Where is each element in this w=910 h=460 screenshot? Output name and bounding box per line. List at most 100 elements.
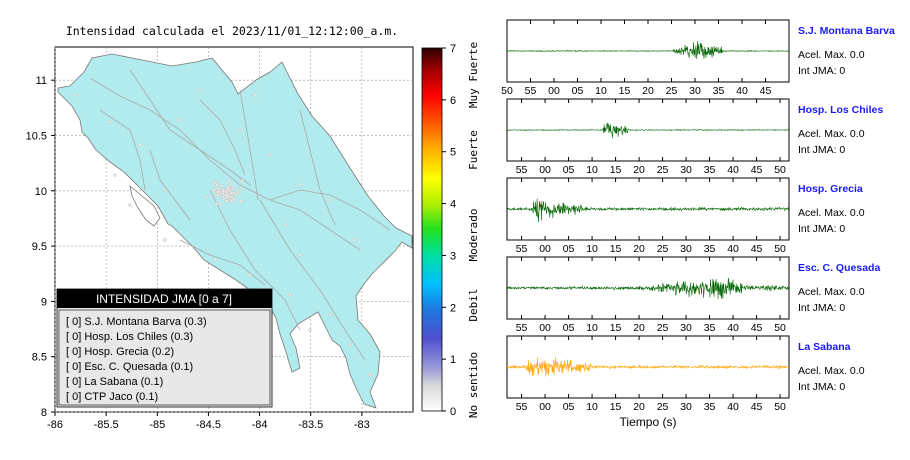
station-dot: [348, 343, 352, 347]
station-dot: [308, 328, 312, 332]
road-line: [259, 199, 366, 361]
waveform-tick-label: 55: [516, 243, 528, 255]
station-dot: [231, 191, 236, 195]
station-dots: [73, 88, 372, 377]
waveform-tick-label: 50: [774, 401, 786, 413]
time-axis-label: Tiempo (s): [620, 415, 677, 429]
waveform-tick-label: 25: [657, 322, 669, 334]
station-dot: [163, 188, 167, 192]
colorbar-tick-label: 0: [450, 406, 456, 418]
waveform-panels: 50 55 00 05 10 15 20 25 30 35 40 45 S.J. Montana Bar…: [501, 19, 895, 429]
waveform-trace: [506, 40, 789, 59]
station-dot: [228, 182, 232, 187]
waveform-tick-label: 40: [736, 85, 748, 97]
station-dot: [353, 238, 357, 242]
station-dot: [298, 253, 302, 257]
station-dot: [221, 196, 226, 201]
map-y-tick-label: 10: [35, 186, 47, 198]
waveform-tick-label: 00: [539, 164, 551, 176]
legend-title-bar: [57, 289, 272, 308]
int-jma-label: Int JMA: 0: [798, 381, 845, 393]
waveform-tick-label: 40: [727, 243, 739, 255]
station-dot: [212, 188, 217, 192]
waveform-tick-label: 55: [525, 85, 537, 97]
station-dot: [128, 203, 132, 207]
map-x-tick-label: -85.5: [94, 419, 119, 431]
map-y-ticks: 8 8.5 9 9.5 10 10.5 11: [26, 75, 55, 419]
waveform-tick-label: 05: [563, 322, 575, 334]
waveform-tick-label: 55: [516, 401, 528, 413]
legend-title: INTENSIDAD JMA [0 a 7]: [96, 292, 232, 306]
waveform-tick-label: 20: [633, 322, 645, 334]
station-name: S.J. Montana Barva: [798, 25, 895, 37]
nicoya-gulf: [129, 184, 161, 227]
legend-item: [ 0] Hosp. Los Chiles (0.3): [66, 331, 193, 343]
legend-items: [ 0] S.J. Montana Barva (0.3) [ 0] Hosp. …: [66, 316, 207, 403]
station-dot: [248, 273, 252, 277]
station-dot: [224, 193, 228, 198]
colorbar-tick-label: 1: [450, 354, 456, 366]
waveform-tick-label: 00: [539, 401, 551, 413]
road-line: [199, 99, 246, 176]
map-x-tick-label: -83: [354, 419, 370, 431]
waveform-tick-label: 15: [610, 164, 622, 176]
map-y-tick-label: 9: [41, 296, 47, 308]
station-dot: [368, 373, 372, 377]
station-dot: [253, 93, 257, 97]
waveform-tick-label: 35: [704, 243, 716, 255]
road-line: [129, 69, 251, 186]
map-panel: -86 -85.5 -85 -84.5 -84 -83.5 -83 8 8.5 9 9.5 10 10…: [26, 46, 414, 431]
colorbar-category-label: Fuerte: [467, 130, 480, 170]
acel-max-label: Acel. Max. 0.0: [798, 49, 865, 61]
station-dot: [328, 313, 332, 317]
waveform-tick-label: 50: [774, 164, 786, 176]
waveform-tick-label: 30: [680, 322, 692, 334]
waveform-tick-label: 00: [539, 322, 551, 334]
colorbar-tick-label: 3: [450, 250, 456, 262]
colorbar-tick-label: 4: [450, 199, 456, 211]
waveform-tick-label: 40: [727, 401, 739, 413]
station-dot: [230, 195, 234, 200]
waveform-tick-label: 35: [704, 401, 716, 413]
map-x-ticks: -86 -85.5 -85 -84.5 -84 -83.5 -83: [47, 412, 370, 431]
legend-item: [ 0] La Sabana (0.1): [66, 376, 163, 388]
waveform-panel: 55 00 05 10 15 20 25 30 35 40 45 50 Esc. C. Quesada A…: [506, 256, 880, 334]
map-x-tick-label: -85: [149, 419, 165, 431]
acel-max-label: Acel. Max. 0.0: [798, 128, 865, 140]
colorbar-category-label: Muy Fuerte: [467, 42, 480, 108]
waveform-tick-label: 25: [657, 243, 669, 255]
station-dot: [230, 187, 235, 191]
station-dot: [215, 193, 220, 198]
station-dot: [108, 120, 112, 124]
waveform-tick-label: 05: [572, 85, 584, 97]
waveform-tick-label: 40: [727, 164, 739, 176]
int-jma-label: Int JMA: 0: [798, 302, 845, 314]
legend-item: [ 0] Hosp. Grecia (0.2): [66, 346, 174, 358]
station-dot: [218, 201, 222, 206]
colorbar-category-label: No sentido: [467, 352, 480, 418]
int-jma-label: Int JMA: 0: [798, 144, 845, 156]
waveform-trace: [506, 198, 790, 223]
waveform-tick-label: 25: [657, 401, 669, 413]
station-dot: [298, 183, 302, 187]
waveform-tick-label: 15: [610, 322, 622, 334]
waveform-tick-label: 20: [633, 164, 645, 176]
waveform-tick-label: 55: [516, 164, 528, 176]
station-dot: [214, 202, 219, 206]
legend-item: [ 0] S.J. Montana Barva (0.3): [66, 316, 207, 328]
waveform-tick-label: 35: [704, 322, 716, 334]
int-jma-label: Int JMA: 0: [798, 65, 845, 77]
waveform-tick-label: 10: [595, 85, 607, 97]
waveform-tick-label: 15: [610, 401, 622, 413]
station-dot: [224, 199, 229, 203]
map-y-tick-label: 11: [36, 75, 47, 87]
station-name: Hosp. Los Chiles: [798, 104, 883, 116]
waveform-tick-label: 25: [666, 85, 678, 97]
waveform-tick-label: 40: [727, 322, 739, 334]
waveform-tick-label: 35: [713, 85, 725, 97]
waveform-tick-label: 45: [751, 401, 763, 413]
waveform-tick-label: 45: [751, 322, 763, 334]
waveform-panel: 50 55 00 05 10 15 20 25 30 35 40 45 S.J. Montana Bar…: [501, 19, 895, 97]
station-dot: [205, 195, 210, 199]
